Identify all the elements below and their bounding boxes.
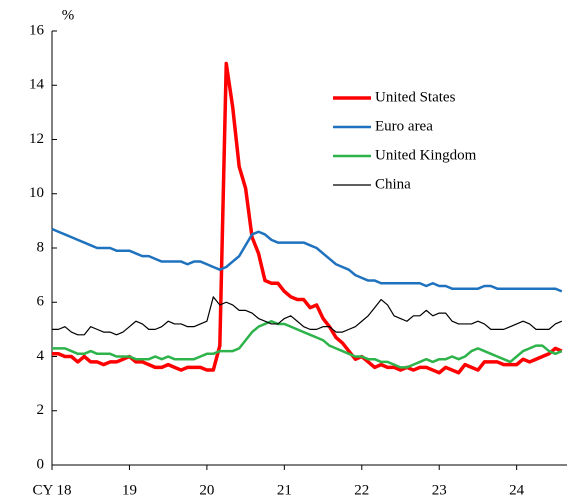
- y-tick-label: 2: [37, 402, 45, 418]
- y-tick-label: 8: [37, 239, 45, 255]
- legend-label: Euro area: [375, 118, 433, 134]
- y-tick-label: 14: [29, 77, 45, 93]
- y-tick-label: 12: [29, 131, 44, 147]
- series-line: [51, 227, 563, 293]
- x-tick-label: 23: [432, 482, 447, 498]
- y-tick-label: 6: [37, 294, 45, 310]
- series-line: [52, 296, 563, 336]
- legend-label: United States: [375, 89, 456, 105]
- series-line: [52, 319, 563, 369]
- x-tick-label: 24: [509, 482, 525, 498]
- y-tick-label: 16: [29, 22, 45, 38]
- y-tick-label: 0: [37, 456, 45, 472]
- x-tick-label: 22: [354, 482, 369, 498]
- x-tick-label: 21: [277, 482, 292, 498]
- legend-label: China: [375, 176, 411, 192]
- x-tick-label: 19: [122, 482, 137, 498]
- x-tick-label: CY 18: [32, 482, 71, 498]
- series-line: [52, 61, 563, 375]
- legend-label: United Kingdom: [375, 147, 477, 163]
- y-axis-unit: %: [62, 7, 75, 23]
- y-tick-label: 4: [37, 348, 45, 364]
- y-tick-label: 10: [29, 185, 44, 201]
- x-tick-label: 20: [199, 482, 214, 498]
